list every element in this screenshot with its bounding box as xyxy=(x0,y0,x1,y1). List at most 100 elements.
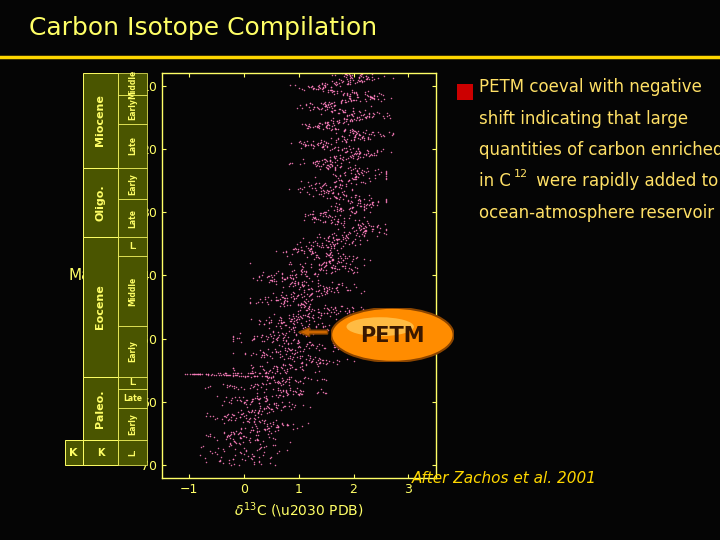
Point xyxy=(360,204,372,212)
Point xyxy=(347,76,359,84)
Point xyxy=(363,110,374,118)
Point xyxy=(349,161,361,170)
Point xyxy=(289,281,300,290)
Point xyxy=(322,104,333,113)
Point xyxy=(262,272,274,281)
Point xyxy=(298,288,310,296)
Point xyxy=(248,333,260,342)
Point xyxy=(320,248,332,257)
Point xyxy=(273,401,284,410)
Point xyxy=(338,221,349,230)
Point xyxy=(364,93,376,102)
Point xyxy=(276,293,288,301)
Point xyxy=(302,281,314,289)
Point xyxy=(310,327,322,335)
Point xyxy=(307,341,319,349)
Point xyxy=(338,214,350,222)
Point xyxy=(285,361,297,369)
Point xyxy=(292,335,304,344)
Point xyxy=(348,115,360,124)
Point xyxy=(278,392,289,400)
Point xyxy=(303,356,315,364)
Point xyxy=(302,312,313,320)
Point xyxy=(235,433,246,442)
Point xyxy=(311,239,323,248)
Point xyxy=(326,88,338,97)
Point xyxy=(329,343,341,352)
Point xyxy=(317,192,328,200)
Point xyxy=(337,107,348,116)
Point xyxy=(247,273,258,282)
Point xyxy=(350,206,361,215)
Point xyxy=(261,273,272,281)
Point xyxy=(261,394,272,402)
Point xyxy=(369,171,381,179)
Point xyxy=(240,410,252,419)
Point xyxy=(318,284,330,292)
Point xyxy=(220,370,231,379)
Point xyxy=(279,402,291,411)
Point xyxy=(251,331,263,340)
Point xyxy=(328,102,339,111)
Point xyxy=(285,317,297,326)
Point xyxy=(354,147,366,156)
Point xyxy=(262,374,274,382)
Point xyxy=(349,172,361,181)
Point xyxy=(301,340,312,349)
Point xyxy=(365,92,377,101)
X-axis label: $\delta^{13}$C (\u2030 PDB): $\delta^{13}$C (\u2030 PDB) xyxy=(234,500,364,519)
Point xyxy=(358,213,369,221)
Point xyxy=(276,274,288,282)
Point xyxy=(330,78,342,87)
Point xyxy=(350,88,361,97)
Point xyxy=(314,354,325,362)
Point xyxy=(343,69,355,77)
Point xyxy=(368,75,379,84)
Point xyxy=(264,423,275,432)
Point xyxy=(354,113,365,122)
Point xyxy=(320,207,331,216)
Point xyxy=(318,145,330,153)
Point xyxy=(330,163,341,172)
Point xyxy=(305,245,317,254)
Point xyxy=(313,242,325,251)
Point xyxy=(331,117,343,126)
Point xyxy=(311,157,323,165)
Point xyxy=(253,406,265,415)
Point xyxy=(359,201,370,210)
Point xyxy=(228,436,240,445)
Point xyxy=(300,323,311,332)
Point xyxy=(360,222,372,231)
Point xyxy=(281,391,292,400)
Point xyxy=(313,81,325,90)
Point xyxy=(305,326,316,334)
Point xyxy=(323,164,334,172)
Point xyxy=(327,233,338,241)
Point xyxy=(304,291,315,299)
Point xyxy=(276,291,287,300)
Point xyxy=(281,421,292,430)
Point xyxy=(344,285,356,294)
Point xyxy=(211,370,222,379)
Point xyxy=(332,174,343,183)
Point xyxy=(346,256,357,265)
Point xyxy=(254,418,266,427)
Point xyxy=(291,270,302,279)
Point xyxy=(341,154,352,163)
Point xyxy=(323,237,334,245)
Point xyxy=(300,373,311,382)
Point xyxy=(270,322,282,330)
Point xyxy=(270,423,282,431)
Point xyxy=(253,320,264,328)
Point xyxy=(361,236,373,245)
Point xyxy=(271,423,283,431)
Point xyxy=(249,380,261,388)
Point xyxy=(281,368,292,377)
Point xyxy=(271,390,282,399)
Point xyxy=(341,75,353,83)
Point xyxy=(377,131,388,140)
Point xyxy=(271,348,283,356)
Point xyxy=(268,400,279,408)
Point xyxy=(246,397,257,406)
Point xyxy=(306,100,318,109)
